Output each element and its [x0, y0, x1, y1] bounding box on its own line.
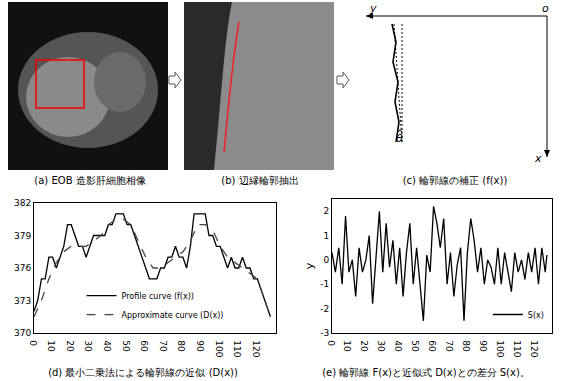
svg-text:376: 376	[14, 263, 31, 273]
svg-text:-3: -3	[320, 328, 329, 338]
svg-text:382: 382	[14, 198, 31, 208]
svg-text:370: 370	[14, 328, 31, 338]
svg-text:30: 30	[83, 340, 93, 352]
svg-text:-1: -1	[320, 279, 329, 289]
svg-text:60: 60	[139, 340, 149, 352]
svg-text:30: 30	[376, 340, 386, 352]
svg-text:Approximate curve (D(x)): Approximate curve (D(x))	[122, 311, 224, 320]
svg-text:379: 379	[14, 231, 31, 241]
svg-text:S(x): S(x)	[528, 311, 544, 320]
svg-text:x: x	[534, 152, 542, 165]
svg-text:o: o	[542, 2, 549, 15]
svg-text:10: 10	[342, 340, 352, 352]
svg-text:80: 80	[461, 340, 471, 352]
html-text:(a) EOB 造影肝細胞相像: (a) EOB 造影肝細胞相像	[34, 175, 146, 186]
svg-text:100: 100	[495, 340, 505, 357]
svg-text:80: 80	[176, 340, 186, 352]
svg-text:120: 120	[529, 340, 539, 357]
svg-text:50: 50	[410, 340, 420, 352]
svg-text:40: 40	[393, 340, 403, 352]
html-text:(c) 輪郭線の補正 (f(x)): (c) 輪郭線の補正 (f(x))	[402, 175, 508, 186]
svg-text:120: 120	[251, 340, 261, 357]
html-text:(b) 辺縁輪郭抽出: (b) 辺縁輪郭抽出	[221, 175, 299, 186]
svg-text:Profile curve (f(x)): Profile curve (f(x))	[122, 292, 194, 301]
html-text:(e) 輪郭線 F(x)と近似式 D(x)との差分 S(x): (e) 輪郭線 F(x)と近似式 D(x)との差分 S(x)。	[322, 367, 530, 378]
svg-text:0: 0	[326, 340, 336, 346]
svg-text:0: 0	[323, 255, 329, 265]
svg-text:90: 90	[195, 340, 205, 352]
svg-text:110: 110	[512, 340, 522, 357]
svg-text:20: 20	[65, 340, 75, 352]
svg-text:θ: θ	[396, 132, 403, 145]
svg-text:110: 110	[232, 340, 242, 357]
svg-text:50: 50	[121, 340, 131, 352]
svg-text:20: 20	[359, 340, 369, 352]
svg-text:40: 40	[102, 340, 112, 352]
svg-text:-2: -2	[320, 304, 329, 314]
html-text:(d) 最小二乗法による輪郭線の近似 (D(x)): (d) 最小二乗法による輪郭線の近似 (D(x))	[48, 367, 238, 378]
svg-text:100: 100	[214, 340, 224, 357]
svg-text:0: 0	[28, 340, 38, 346]
svg-text:1: 1	[323, 231, 329, 241]
svg-text:2: 2	[323, 206, 329, 216]
svg-text:70: 70	[444, 340, 454, 352]
svg-text:y: y	[369, 2, 377, 15]
svg-text:90: 90	[478, 340, 488, 352]
svg-text:10: 10	[46, 340, 56, 352]
svg-text:373: 373	[14, 296, 31, 306]
svg-text:70: 70	[158, 340, 168, 352]
svg-text:60: 60	[427, 340, 437, 352]
svg-text:y: y	[303, 262, 316, 269]
